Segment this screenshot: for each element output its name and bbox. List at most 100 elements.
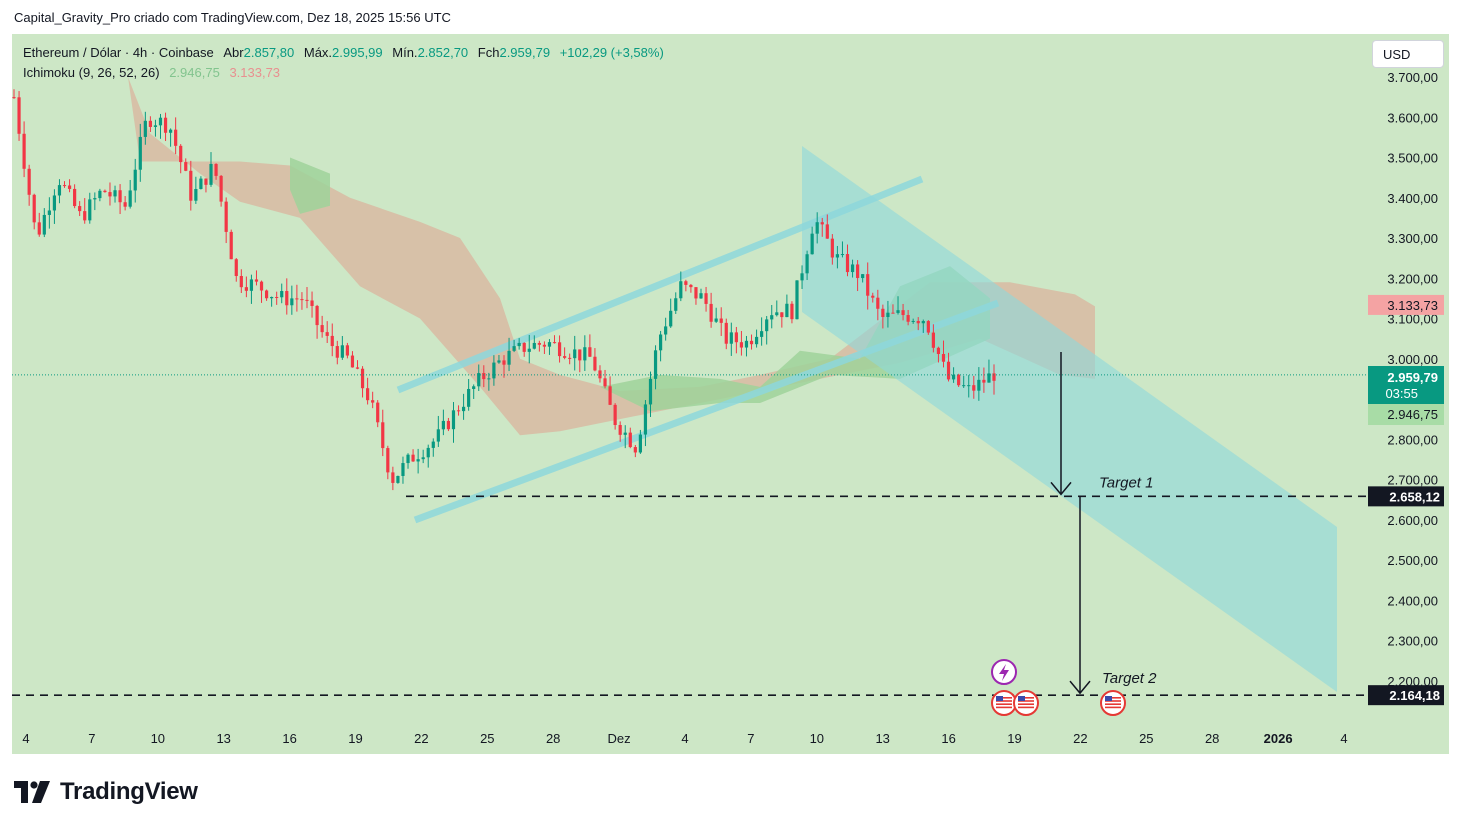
candle-body [603, 378, 607, 387]
candle-body [22, 133, 26, 169]
price-tick-label: 3.200,00 [1387, 271, 1438, 286]
ichimoku-a-tag-text: 2.946,75 [1387, 407, 1438, 422]
candle-body [143, 120, 147, 137]
candle-body [517, 342, 521, 347]
candle-body [941, 353, 946, 362]
candle-body [977, 379, 981, 391]
time-tick-label: 22 [414, 731, 428, 746]
last-price-tag [1368, 366, 1444, 404]
last-price-tag-text: 2.959,79 [1387, 370, 1438, 385]
candle-body [810, 233, 814, 255]
us-flag-event-icon [1013, 690, 1039, 716]
time-axis[interactable]: 4 7 10 13 16 19 22 25 28 Dez 4 7 10 13 16 19 22 25 28 2026 4 [22, 731, 1347, 746]
flag-canton [1105, 696, 1112, 701]
flag-stripe [996, 700, 1012, 702]
candle-body [820, 222, 824, 225]
candle-body [83, 211, 87, 221]
candle-body [790, 303, 794, 320]
candle-body [734, 332, 738, 343]
ichimoku-a-tag [1368, 403, 1444, 425]
candle-body [12, 97, 16, 99]
legend-close: 2.959,79 [499, 45, 551, 60]
candle-body [992, 373, 996, 381]
candle-body [456, 410, 461, 412]
target-lines[interactable]: Target 1 Target 2 [12, 352, 1368, 696]
candle-body [669, 310, 673, 327]
candle-body [709, 303, 713, 322]
candle-body [123, 202, 127, 207]
trend-channels [396, 146, 1337, 692]
candle-body [957, 374, 961, 386]
tradingview-logo-icon [14, 781, 50, 803]
price-axis[interactable]: 2.200,00 2.300,00 2.400,00 2.500,00 2.600,00… [1368, 70, 1444, 706]
candle-body [189, 170, 193, 201]
candle-body [174, 129, 178, 146]
candle-body [633, 447, 637, 453]
time-tick-label: 2026 [1264, 731, 1293, 746]
candle-body [638, 434, 642, 453]
price-tick-label: 2.200,00 [1387, 674, 1438, 689]
candle-body [522, 342, 526, 352]
candle-body [588, 347, 592, 357]
candle-body [557, 342, 562, 357]
candle-body [881, 308, 885, 318]
rising-channel-lower [413, 299, 1000, 524]
price-tick-label: 3.300,00 [1387, 231, 1438, 246]
target-1-label: Target 1 [1099, 474, 1154, 491]
candle-body [42, 214, 46, 235]
candle-body [426, 447, 430, 458]
candle-body [967, 385, 971, 387]
time-tick-label: 13 [875, 731, 889, 746]
candle-body [593, 356, 597, 371]
candle-body [118, 190, 122, 203]
candle-body [158, 117, 163, 126]
currency-button[interactable]: USD [1372, 40, 1444, 68]
legend-ichimoku-label[interactable]: Ichimoku (9, 26, 52, 26) [23, 65, 160, 80]
candle-body [871, 295, 875, 298]
event-icons[interactable] [991, 659, 1126, 716]
candle-body [502, 360, 506, 365]
candle-body [88, 199, 92, 221]
flag-stripe [996, 706, 1012, 709]
candle-body [568, 357, 572, 359]
candle-body [340, 345, 344, 358]
legend-low: 2.852,70 [417, 45, 469, 60]
candle-body [648, 378, 653, 405]
candle-body [264, 290, 269, 299]
flag-canton [1018, 696, 1025, 701]
candle-body [416, 459, 420, 462]
candle-body [552, 342, 557, 344]
flag-stripe [1018, 706, 1034, 709]
candle-body [249, 279, 254, 291]
candle-body [163, 117, 168, 133]
candle-body [664, 326, 668, 335]
candle-body [108, 192, 112, 197]
candle-body [168, 129, 173, 133]
price-tick-label: 3.600,00 [1387, 110, 1438, 125]
candle-body [704, 293, 708, 304]
candle-body [295, 298, 299, 300]
candle-body [532, 342, 536, 349]
candle-body [537, 342, 541, 345]
target-2-label: Target 2 [1102, 670, 1157, 687]
legend-symbol[interactable]: Ethereum / Dólar · 4h · Coinbase [23, 45, 214, 60]
tradingview-logo[interactable]: TradingView [14, 778, 198, 806]
time-tick-label: 7 [88, 731, 95, 746]
candle-body [431, 441, 435, 448]
candle-body [497, 360, 501, 363]
candle-body [886, 312, 890, 318]
candle-body [62, 185, 67, 187]
candle-body [138, 136, 142, 170]
lightning-bolt-icon [999, 664, 1009, 681]
legend-change: +102,29 (+3,58%) [559, 45, 664, 60]
candle-body [305, 299, 309, 301]
price-tick-label: 3.400,00 [1387, 191, 1438, 206]
candle-body [901, 310, 905, 316]
flag-stripe [996, 703, 1012, 705]
candle-body [598, 370, 602, 379]
time-tick-label: 22 [1073, 731, 1087, 746]
candle-body [441, 420, 445, 430]
candle-body [78, 206, 82, 212]
candle-body [184, 162, 188, 171]
